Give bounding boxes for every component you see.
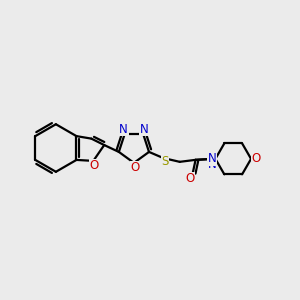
Text: O: O: [130, 161, 140, 174]
Text: N: N: [140, 123, 148, 136]
Text: O: O: [90, 159, 99, 172]
Text: N: N: [119, 123, 128, 136]
Text: O: O: [185, 172, 194, 185]
Text: S: S: [161, 155, 169, 168]
Text: N: N: [208, 152, 217, 165]
Text: N: N: [208, 158, 217, 171]
Text: O: O: [251, 152, 261, 165]
